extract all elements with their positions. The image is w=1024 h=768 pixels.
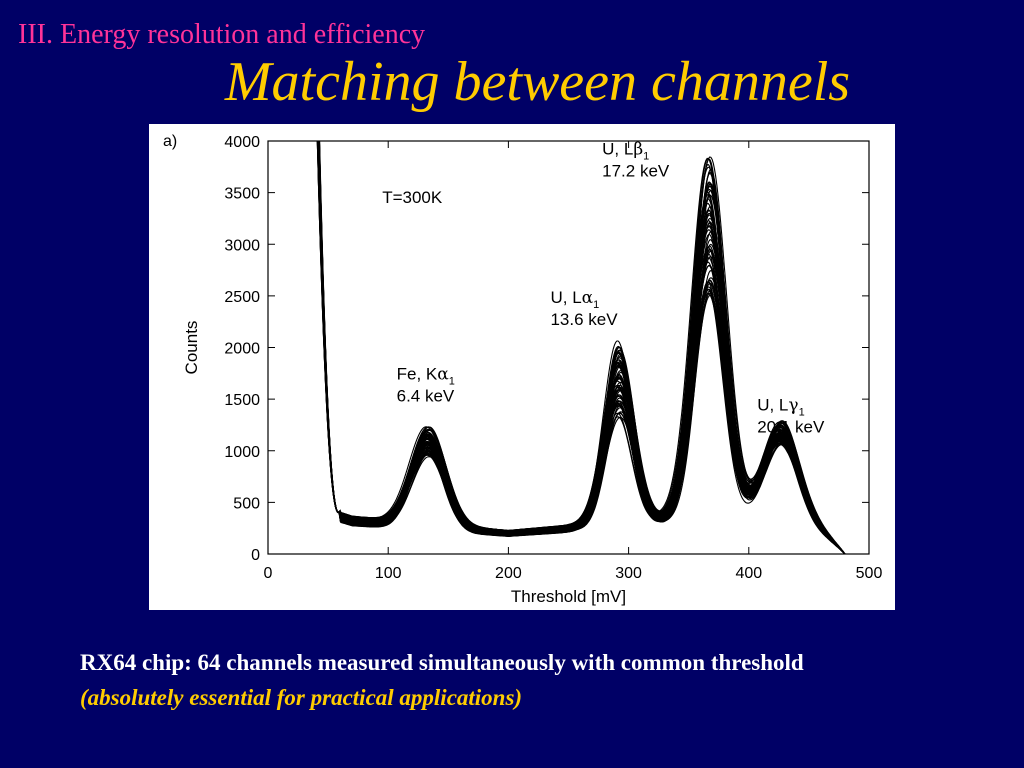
y-tick-label-1000: 1000 bbox=[224, 444, 260, 461]
annotation-energy-2: 13.6 keV bbox=[550, 310, 618, 329]
slide-title: Matching between channels bbox=[224, 51, 851, 113]
annotation-energy-1: 6.4 keV bbox=[397, 387, 455, 406]
x-tick-label-100: 100 bbox=[375, 565, 402, 582]
channel-curve-58 bbox=[317, 140, 846, 555]
channel-curve-64 bbox=[318, 140, 845, 554]
x-tick-label-200: 200 bbox=[495, 565, 522, 582]
annotation-energy-3: 17.2 keV bbox=[602, 161, 670, 180]
annotation-peak-2: U, Lα1 bbox=[550, 288, 599, 311]
plot-frame bbox=[267, 140, 870, 555]
slide-caption: RX64 chip: 64 channels measured simultan… bbox=[80, 650, 804, 675]
x-tick-label-400: 400 bbox=[735, 565, 762, 582]
y-tick-label-500: 500 bbox=[233, 495, 260, 512]
x-tick-label-500: 500 bbox=[856, 565, 883, 582]
axis-ticks bbox=[267, 140, 870, 555]
y-tick-label-2500: 2500 bbox=[224, 289, 260, 306]
x-tick-label-300: 300 bbox=[615, 565, 642, 582]
spectrum-chart-svg: 0 100 200 300 400 500 0 500 1000 1500 2000 2500 3000… bbox=[163, 133, 882, 606]
y-axis-label: Counts bbox=[182, 321, 201, 375]
section-title: III. Energy resolution and efficiency bbox=[18, 19, 426, 50]
y-tick-label-3500: 3500 bbox=[224, 186, 260, 203]
axis-tick-labels: 0 100 200 300 400 500 0 500 1000 1500 2000 2500 3000… bbox=[224, 134, 882, 582]
spectrum-chart: 0 100 200 300 400 500 0 500 1000 1500 2000 2500 3000… bbox=[149, 124, 895, 610]
annotation-peak-1: Fe, Kα1 bbox=[397, 365, 455, 388]
x-tick-label-0: 0 bbox=[264, 565, 273, 582]
panel-label: a) bbox=[163, 133, 177, 150]
annotation-peak-4: U, Lγ1 bbox=[757, 395, 804, 418]
slide-note: (absolutely essential for practical appl… bbox=[80, 685, 523, 710]
channel-curves bbox=[316, 140, 846, 555]
channel-curve-62 bbox=[318, 140, 845, 554]
y-tick-label-3000: 3000 bbox=[224, 237, 260, 254]
y-tick-label-0: 0 bbox=[251, 547, 260, 564]
y-tick-label-4000: 4000 bbox=[224, 134, 260, 151]
y-tick-label-2000: 2000 bbox=[224, 341, 260, 358]
annotation-temperature: T=300K bbox=[382, 188, 443, 207]
y-tick-label-1500: 1500 bbox=[224, 392, 260, 409]
annotation-peak-3: U, Lβ1 bbox=[602, 139, 649, 162]
annotation-energy-4: 20.1 keV bbox=[757, 417, 825, 436]
x-axis-label: Threshold [mV] bbox=[511, 587, 626, 606]
channel-curve-63 bbox=[317, 140, 845, 554]
